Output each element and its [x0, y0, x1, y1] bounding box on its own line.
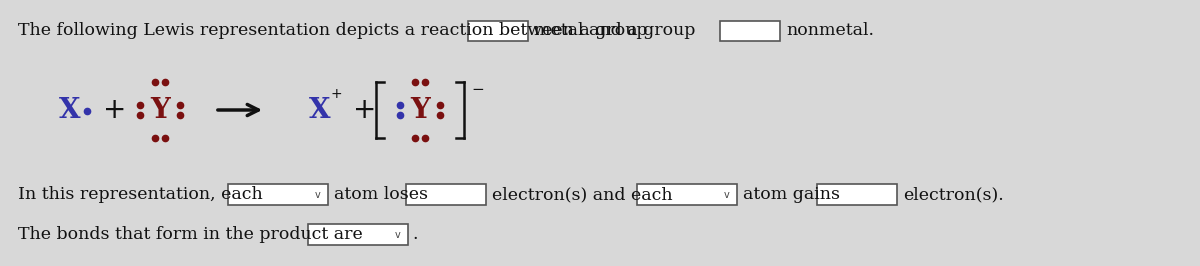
- Bar: [817, 184, 898, 205]
- Text: v: v: [316, 189, 320, 200]
- Text: v: v: [724, 189, 730, 200]
- Text: X: X: [59, 97, 80, 123]
- Text: electron(s) and each: electron(s) and each: [492, 186, 673, 203]
- Text: atom gains: atom gains: [743, 186, 840, 203]
- Bar: [406, 184, 486, 205]
- Bar: [308, 224, 408, 245]
- Text: electron(s).: electron(s).: [904, 186, 1003, 203]
- Text: .: .: [412, 226, 418, 243]
- Text: Y: Y: [410, 97, 430, 123]
- Text: The bonds that form in the product are: The bonds that form in the product are: [18, 226, 362, 243]
- Text: X: X: [310, 97, 331, 123]
- Text: In this representation, each: In this representation, each: [18, 186, 263, 203]
- Text: +: +: [353, 96, 377, 124]
- Text: nonmetal.: nonmetal.: [786, 22, 874, 39]
- Text: atom loses: atom loses: [334, 186, 428, 203]
- Bar: [720, 21, 780, 41]
- Text: +: +: [103, 96, 127, 124]
- Bar: [637, 184, 737, 205]
- Text: −: −: [470, 82, 484, 98]
- Bar: [468, 21, 528, 41]
- Text: v: v: [395, 230, 401, 239]
- Text: +: +: [330, 87, 342, 101]
- Bar: [228, 184, 328, 205]
- Text: metal and a group: metal and a group: [534, 22, 695, 39]
- Text: The following Lewis representation depicts a reaction between a group: The following Lewis representation depic…: [18, 22, 648, 39]
- Text: Y: Y: [150, 97, 170, 123]
